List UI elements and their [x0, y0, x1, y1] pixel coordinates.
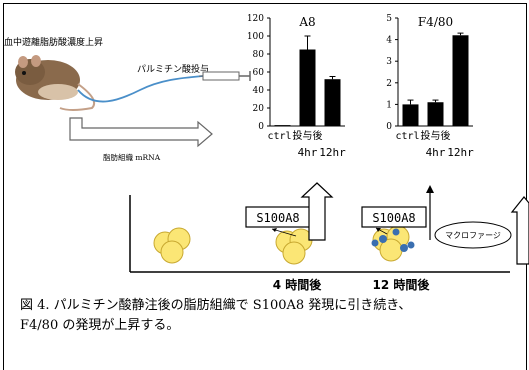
adipocyte-cluster-4hr — [275, 228, 313, 265]
y-tick-label: 20 — [253, 104, 265, 114]
bar — [299, 49, 316, 126]
caption-line-2: F4/80 の発現が上昇する。 — [20, 318, 180, 333]
s100a8-box-12hr — [361, 206, 427, 228]
x-tick-label: 投与後 — [293, 129, 323, 142]
s100a8-label-4hr: S100A8 — [256, 211, 299, 225]
x-tick-label: ctrl. — [395, 131, 425, 142]
bar — [452, 35, 469, 126]
y-tick-label: 120 — [247, 14, 264, 24]
x-tick-label-row2: 4hr — [426, 146, 446, 159]
chart-f480: 0 1 2 3 4 5 F4/80 ctrl.投与後 4hr 12hr — [386, 14, 474, 159]
y-tick-label: 60 — [253, 68, 265, 78]
scheme-panel: S100A8 S100A8 マクロファージ 4 時間後 12 時間後 — [129, 182, 529, 292]
time-label-4hr: 4 時間後 — [273, 277, 323, 292]
mrna-arrow — [69, 117, 213, 148]
chart-title: F4/80 — [418, 15, 453, 29]
y-tick-label: 2 — [386, 79, 392, 89]
tissue-mrna-label: 脂肪組織 mRNA — [103, 153, 161, 162]
bar — [324, 79, 341, 126]
time-label-12hr: 12 時間後 — [373, 277, 431, 292]
figure-caption: 図 4. パルミチン酸静注後の脂肪組織で S100A8 発現に引き続き、 F4/… — [20, 296, 525, 336]
macrophage-cells — [371, 228, 415, 252]
y-tick-label: 4 — [386, 36, 392, 46]
figure-frame — [3, 3, 527, 370]
x-tick-label-row2: 12hr — [319, 146, 346, 159]
syringe-icon — [199, 71, 251, 81]
x-tick-label: 投与後 — [421, 129, 451, 142]
injection-label: パルミチン酸投与 — [137, 65, 210, 75]
chart-title: A8 — [298, 15, 315, 29]
chart-a8: 0 20 40 60 80 100 120 A8 ctrl.投与後 4hr 12hr — [247, 14, 346, 159]
x-tick-label-row2: 12hr — [447, 146, 474, 159]
y-tick-label: 40 — [253, 86, 265, 96]
y-tick-label: 0 — [386, 122, 392, 132]
bar — [402, 104, 419, 126]
y-tick-label: 3 — [386, 57, 392, 67]
up-arrow-macrophage — [510, 196, 529, 265]
x-tick-label: ctrl. — [267, 131, 297, 142]
bar — [274, 125, 291, 126]
macrophage-label: マクロファージ — [445, 231, 501, 240]
y-tick-label: 5 — [386, 14, 392, 24]
caption-line-1: 図 4. パルミチン酸静注後の脂肪組織で S100A8 発現に引き続き、 — [20, 298, 412, 313]
y-tick-label: 0 — [258, 122, 264, 132]
x-tick-label-row2: 4hr — [298, 146, 318, 159]
arrow-cell-to-box-4hr — [271, 228, 297, 237]
mouse-illustration — [15, 55, 96, 111]
y-tick-label: 80 — [253, 50, 265, 60]
y-tick-label: 1 — [386, 100, 392, 110]
macrophage-ellipse — [434, 221, 512, 249]
y-tick-label: 100 — [247, 32, 264, 42]
top-left-label: 血中遊離脂肪酸濃度上昇 — [4, 38, 104, 48]
adipocyte-cluster-control — [153, 227, 191, 264]
s100a8-label-12hr: S100A8 — [372, 211, 415, 225]
up-arrow-4hr — [300, 182, 334, 241]
bar — [427, 102, 444, 126]
tubing-line — [77, 75, 204, 103]
